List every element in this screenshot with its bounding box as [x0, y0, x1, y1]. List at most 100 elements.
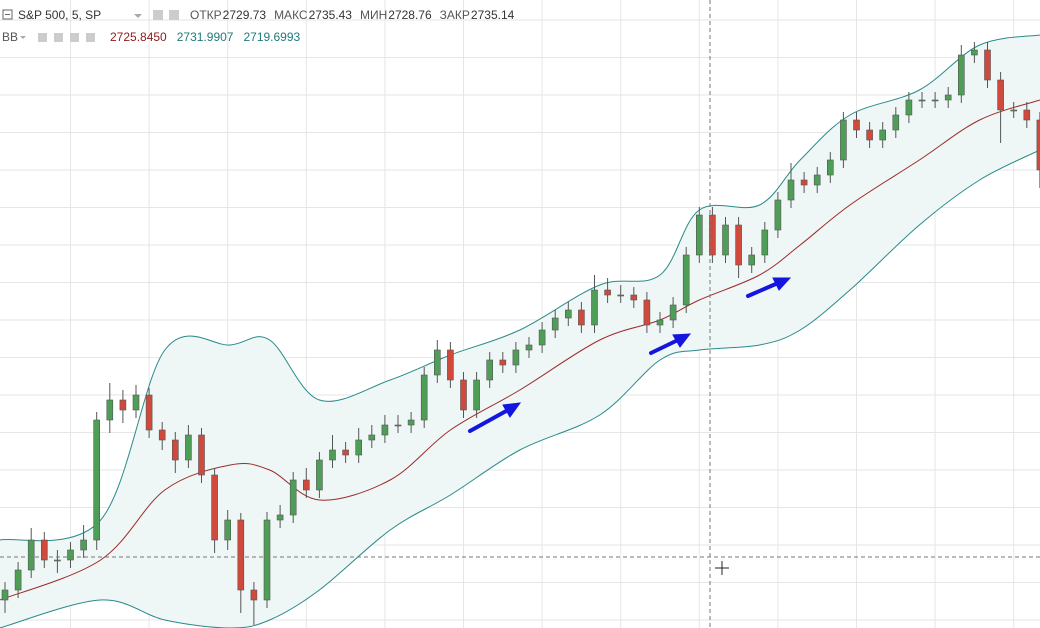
candle-body — [145, 394, 153, 431]
arrow — [468, 408, 510, 433]
candle-body — [591, 289, 598, 326]
candle-body — [224, 519, 231, 541]
candle-body — [617, 294, 625, 297]
field-label: МАКС — [274, 8, 308, 22]
candle-body — [486, 359, 494, 381]
candle-body — [813, 174, 821, 186]
field-label: ЗАКР — [440, 8, 470, 22]
candle-body — [512, 349, 520, 366]
candle-body — [840, 119, 847, 161]
candle-body — [931, 99, 939, 102]
candle-body — [54, 559, 61, 562]
dropdown-icon[interactable] — [134, 14, 142, 18]
candle-body — [853, 119, 860, 131]
bollinger-bands — [0, 34, 1040, 628]
field-value: 2729.73 — [223, 8, 267, 22]
candle-body — [381, 424, 389, 436]
candle-body — [656, 319, 664, 326]
candle-body — [1010, 109, 1018, 112]
cursor — [715, 561, 729, 575]
arrow — [649, 338, 680, 355]
candle-body — [407, 419, 415, 426]
candle-body — [420, 374, 428, 421]
icon[interactable] — [86, 33, 95, 42]
candle-body — [473, 379, 480, 411]
arrow-head — [672, 333, 692, 348]
candle-body — [355, 439, 363, 456]
ohlc-fields: ОТКР 2729.73 МАКС 2735.43 МИН 2728.76 ЗАКР 2735… — [190, 8, 515, 22]
band-lower — [0, 149, 1040, 628]
icon[interactable] — [54, 33, 63, 42]
legend: S&P 500, 5, SP ОТКР 2729.73 МАКС 2735.43 МИН… — [2, 8, 515, 44]
candle-body — [761, 229, 769, 256]
candle-body — [93, 419, 100, 541]
candle-body — [735, 224, 742, 266]
candle-body — [748, 254, 756, 266]
indicator-value: 2719.6993 — [243, 30, 300, 44]
candle-body — [250, 589, 258, 601]
candle-body — [643, 299, 651, 326]
field-label: МИН — [360, 8, 387, 22]
field-value: 2735.14 — [471, 8, 515, 22]
field-label: ОТКР — [190, 8, 222, 22]
candle-body — [433, 349, 441, 376]
candle-body — [198, 434, 205, 476]
candle-body — [630, 294, 638, 301]
candle-body — [289, 479, 297, 516]
candle-body — [787, 179, 795, 201]
icon[interactable] — [38, 33, 47, 42]
candle-body — [447, 349, 454, 381]
candle-body — [132, 394, 140, 411]
symbol: S&P 500, 5, SP — [18, 8, 101, 22]
candle-body — [564, 309, 572, 319]
candle-body — [984, 49, 991, 81]
candle-body — [27, 539, 35, 571]
candle-body — [879, 129, 887, 141]
candle-body — [538, 329, 546, 346]
candle-body — [892, 114, 900, 131]
indicator-name: BB — [2, 30, 18, 44]
candle-body — [997, 79, 1004, 111]
candle-body — [957, 54, 965, 96]
icon[interactable] — [70, 33, 79, 42]
icon[interactable] — [153, 10, 163, 20]
candle-body — [499, 359, 507, 366]
candle-body — [67, 549, 74, 561]
candle-body — [158, 429, 166, 441]
candle-body — [302, 479, 310, 491]
candle-body — [866, 129, 873, 141]
dropdown-icon[interactable] — [20, 36, 26, 39]
candle-body — [342, 449, 349, 456]
candle-body — [905, 99, 913, 116]
arrow-head — [772, 277, 792, 291]
candle-body — [604, 289, 611, 296]
candle-body — [826, 159, 834, 176]
candle-body — [460, 379, 467, 411]
band-upper — [0, 34, 1040, 542]
candle-body — [368, 434, 376, 441]
arrow-head — [502, 402, 522, 418]
candle-body — [1023, 109, 1031, 121]
candle-body — [774, 199, 782, 231]
candle-body — [172, 439, 179, 461]
indicator-value: 2725.8450 — [110, 30, 167, 44]
candle-body — [329, 449, 336, 461]
candle-body — [1, 589, 9, 601]
candle-body — [669, 304, 677, 321]
candle-body — [971, 49, 978, 56]
icon[interactable] — [169, 10, 179, 20]
candle-body — [237, 519, 245, 591]
candle-body — [695, 214, 703, 256]
indicator-values: 2725.8450 2731.9907 2719.6993 — [110, 30, 301, 44]
indicator-value: 2731.9907 — [177, 30, 234, 44]
candle-body — [944, 94, 952, 101]
candle-body — [14, 569, 22, 591]
candle-body — [800, 179, 808, 186]
candle-body — [106, 399, 114, 421]
candle-body — [80, 539, 87, 551]
candle-body — [722, 224, 729, 256]
candle-body — [316, 459, 323, 491]
candle-body — [525, 344, 533, 351]
arrows — [468, 277, 792, 433]
